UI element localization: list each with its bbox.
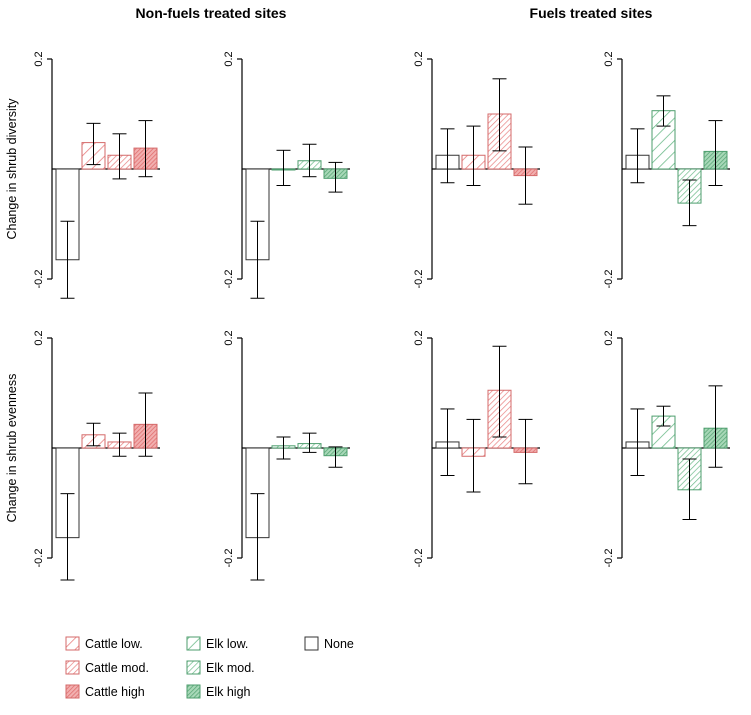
legend-swatch: [65, 684, 80, 699]
y-tick-label: -0.2: [33, 270, 45, 289]
legend-swatch: [186, 636, 201, 651]
legend-label: Elk low.: [206, 637, 248, 651]
y-tick-label: -0.2: [33, 549, 45, 568]
y-tick-label: 0.2: [603, 51, 615, 66]
row1-ylabel: Change in shrub diversity: [5, 98, 19, 240]
y-tick-label: 0.2: [413, 330, 425, 345]
left-group-title: Non-fuels treated sites: [136, 5, 287, 21]
panel-2-2: 0.2 -0.2: [223, 330, 350, 581]
y-tick-label: 0.2: [413, 51, 425, 66]
legend-item: Elk low.: [186, 636, 248, 651]
legend-swatch: [65, 660, 80, 675]
panel-1-4: 0.2 -0.2: [603, 51, 730, 288]
y-tick-label: 0.2: [33, 51, 45, 66]
panel-1-3: 0.2 -0.2: [413, 51, 540, 288]
panel-1-1: 0.2 -0.2: [33, 51, 160, 299]
y-tick-label: -0.2: [413, 549, 425, 568]
y-tick-label: -0.2: [223, 270, 235, 289]
panel-2-4: 0.2 -0.2: [603, 330, 730, 567]
y-tick-label: 0.2: [603, 330, 615, 345]
legend-swatch: [186, 660, 201, 675]
legend-swatch: [186, 684, 201, 699]
y-tick-label: 0.2: [223, 51, 235, 66]
legend-label: Cattle low.: [85, 637, 143, 651]
panel-2-3: 0.2 -0.2: [413, 330, 540, 567]
legend-label: Elk high: [206, 685, 251, 699]
legend-swatch: [65, 636, 80, 651]
y-tick-label: -0.2: [223, 549, 235, 568]
legend-item: Cattle high: [65, 684, 145, 699]
y-tick-label: -0.2: [413, 270, 425, 289]
legend: Cattle low. Cattle mod. Cattle high Elk low…: [65, 636, 354, 699]
panel-1-2: 0.2 -0.2: [223, 51, 350, 299]
legend-label: Cattle mod.: [85, 661, 149, 675]
panels: 0.2 -0.2 0.2 -0.2 0.2 -0.2 0.2 -0.2 0.2 -0.2 0.2 -0…: [33, 51, 730, 581]
legend-label: None: [324, 637, 354, 651]
legend-item: Elk high: [186, 684, 251, 699]
legend-item: Elk mod.: [186, 660, 255, 675]
panel-2-1: 0.2 -0.2: [33, 330, 160, 581]
right-group-title: Fuels treated sites: [530, 5, 653, 21]
legend-label: Cattle high: [85, 685, 145, 699]
legend-item: Cattle low.: [65, 636, 143, 651]
y-tick-label: -0.2: [603, 270, 615, 289]
legend-swatch: [304, 636, 319, 651]
y-tick-label: -0.2: [603, 549, 615, 568]
legend-item: Cattle mod.: [65, 660, 149, 675]
y-tick-label: 0.2: [223, 330, 235, 345]
legend-item: None: [304, 636, 354, 651]
row2-ylabel: Change in shrub evenness: [5, 374, 19, 523]
legend-label: Elk mod.: [206, 661, 255, 675]
y-tick-label: 0.2: [33, 330, 45, 345]
